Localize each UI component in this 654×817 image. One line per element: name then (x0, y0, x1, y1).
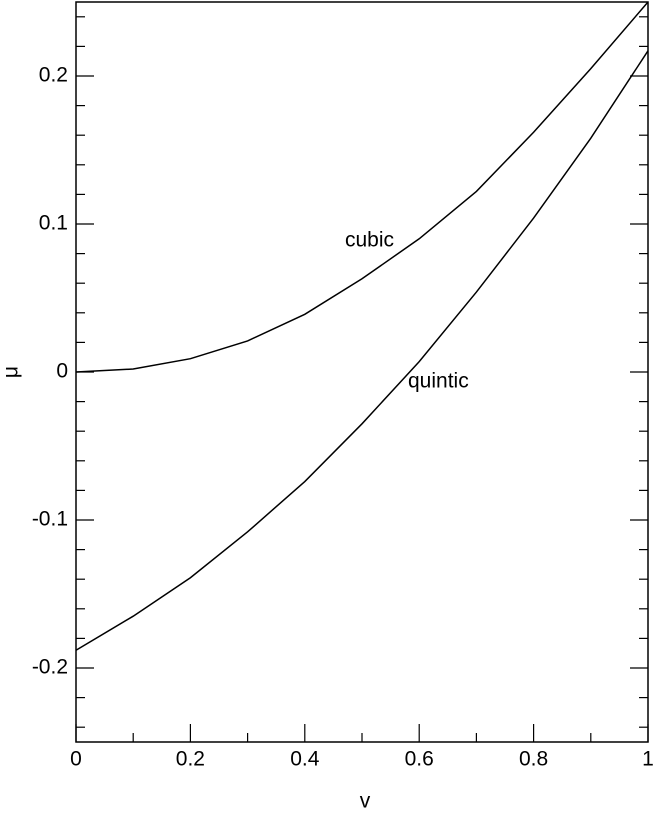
curve-label: quintic (408, 370, 469, 393)
y-tick-label: 0 (56, 360, 68, 383)
x-axis-label: v (360, 790, 371, 813)
curve-label: cubic (345, 229, 394, 252)
y-tick-label: -0.1 (32, 508, 68, 531)
y-tick-label: 0.2 (39, 64, 68, 87)
data-line (75, 1, 649, 373)
y-tick-label: -0.2 (32, 656, 68, 679)
x-tick-label: 0.6 (405, 748, 434, 771)
data-line (75, 50, 649, 651)
y-axis-label: μ (0, 366, 23, 378)
x-tick-label: 1 (642, 748, 654, 771)
plot-frame (75, 1, 649, 743)
y-tick-label: 0.1 (39, 212, 68, 235)
x-tick-label: 0.2 (176, 748, 205, 771)
x-tick-label: 0.4 (290, 748, 320, 771)
x-tick-label: 0 (70, 748, 82, 771)
x-tick-label: 0.8 (519, 748, 548, 771)
